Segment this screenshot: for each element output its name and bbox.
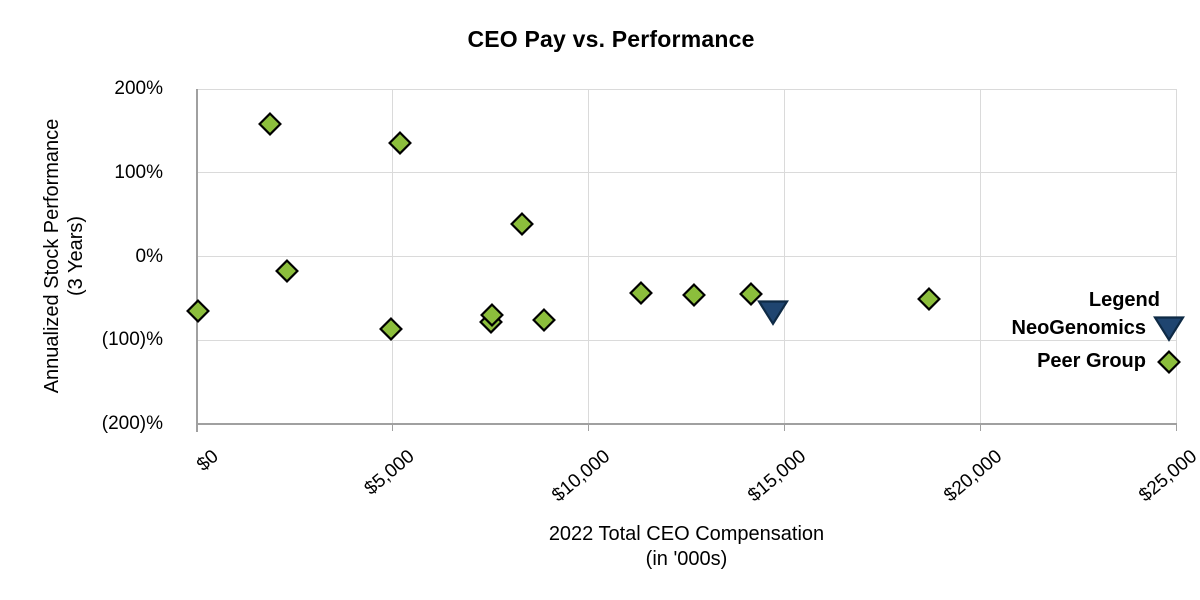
legend-item-neogenomics: NeoGenomics	[1012, 312, 1186, 345]
y-tick-label: 200%	[114, 78, 163, 99]
peer-group-point	[917, 287, 942, 316]
x-tick-mark	[979, 424, 981, 431]
peer-group-point	[682, 283, 707, 312]
chart-title: CEO Pay vs. Performance	[467, 26, 755, 52]
x-tick-mark	[588, 424, 590, 431]
legend-title: Legend	[1088, 289, 1160, 311]
legend-item-peer-group: Peer Group	[1012, 345, 1186, 378]
x-tick-mark	[392, 424, 394, 431]
peer-group-point	[629, 281, 654, 310]
gridline-vertical	[783, 89, 785, 424]
y-tick-label: (100)%	[101, 329, 163, 351]
gridline-vertical	[588, 89, 590, 424]
legend: Legend NeoGenomics Peer Group	[1012, 288, 1186, 378]
y-tick-label: 0%	[135, 245, 163, 267]
x-axis-title: 2022 Total CEO Compensation (in '000s)	[197, 522, 1176, 572]
peer-group-point	[531, 308, 556, 337]
legend-label-neogenomics: NeoGenomics	[1011, 317, 1146, 339]
x-tick-label: $20,000	[939, 446, 1006, 507]
legend-label-peer-group: Peer Group	[1037, 350, 1146, 372]
x-tick-mark	[1175, 424, 1177, 431]
neogenomics-triangle-icon	[1152, 315, 1186, 342]
x-axis-line	[196, 423, 1177, 425]
peer-group-point	[275, 258, 300, 288]
y-tick-label: 100%	[114, 161, 163, 183]
peer-group-diamond-icon	[1152, 349, 1186, 374]
y-tick-label: (200)%	[101, 413, 163, 434]
x-tick-label: $0	[192, 446, 223, 476]
peer-group-point	[479, 303, 504, 332]
gridline-horizontal	[197, 172, 1176, 174]
gridline-horizontal	[197, 256, 1176, 257]
y-axis-line	[196, 89, 198, 432]
peer-group-point	[378, 317, 403, 346]
peer-group-point	[387, 131, 412, 160]
x-tick-label: $10,000	[547, 446, 615, 507]
peer-group-point	[257, 112, 282, 141]
x-axis-title-line1: 2022 Total CEO Compensation	[548, 523, 825, 545]
gridline-vertical	[1175, 89, 1177, 424]
peer-group-point	[739, 282, 764, 311]
x-tick-label: $15,000	[743, 446, 810, 507]
x-axis-title-line2: (in '000s)	[645, 548, 728, 570]
gridline-vertical	[392, 89, 394, 424]
x-tick-mark	[783, 424, 785, 431]
x-tick-label: $25,000	[1135, 446, 1200, 507]
x-tick-mark	[196, 424, 198, 431]
neogenomics-point	[756, 299, 789, 331]
gridline-vertical	[979, 89, 981, 424]
gridline-horizontal	[197, 339, 1176, 341]
gridline-horizontal	[197, 88, 1176, 90]
peer-group-point	[510, 211, 534, 241]
x-tick-label: $5,000	[360, 446, 419, 500]
peer-group-point	[185, 298, 210, 328]
